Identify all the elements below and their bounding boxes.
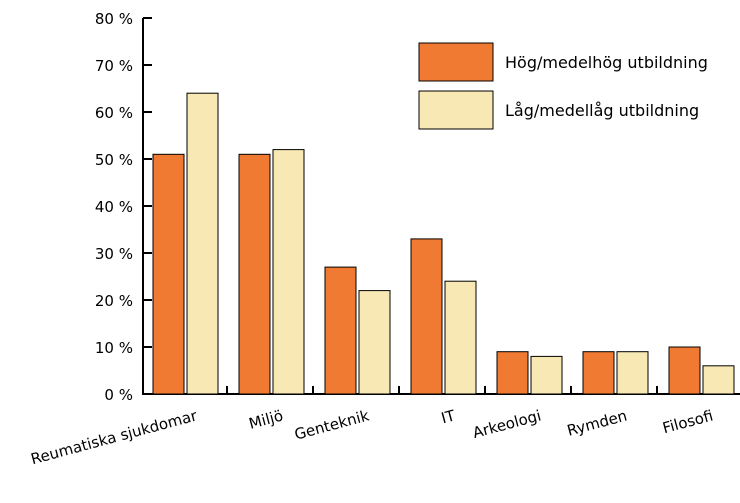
x-category-label: Genteknik — [292, 406, 371, 443]
bar-hog-1 — [238, 153, 271, 395]
x-axis-labels: Reumatiska sjukdomar Miljö Genteknik IT Arke… — [29, 386, 715, 468]
bar-lag-1 — [272, 149, 305, 395]
y-tick-label: 20 % — [95, 292, 133, 310]
legend-label: Hög/medelhög utbildning — [505, 53, 708, 72]
bar-hog-5 — [582, 351, 615, 395]
bar-lag-6 — [702, 365, 735, 395]
y-tick-label: 40 % — [95, 198, 133, 216]
y-axis-ticks: 0 % 10 % 20 % 30 % 40 % 50 % 60 % 70 % 80 % — [95, 10, 152, 404]
bar-lag-4 — [530, 355, 563, 395]
chart-legend: Hög/medelhög utbildning Låg/medellåg utbi… — [418, 42, 708, 130]
bar-lag-5 — [616, 351, 649, 395]
y-tick-label: 50 % — [95, 151, 133, 169]
legend-swatch — [418, 42, 494, 82]
chart-bars — [152, 92, 735, 395]
bar-lag-0 — [186, 92, 219, 395]
bar-hog-4 — [496, 351, 529, 395]
bar-lag-3 — [444, 280, 477, 395]
y-tick-label: 60 % — [95, 104, 133, 122]
y-tick-label: 0 % — [104, 386, 133, 404]
x-category-label: Reumatiska sjukdomar — [29, 406, 200, 468]
x-category-label: IT — [439, 406, 458, 427]
bar-hog-3 — [410, 238, 443, 395]
x-category-label: Miljö — [247, 406, 285, 432]
bar-hog-6 — [668, 346, 701, 395]
x-category-label: Filosofi — [661, 406, 715, 437]
y-tick-label: 70 % — [95, 57, 133, 75]
x-category-label: Arkeologi — [471, 406, 543, 442]
bar-hog-0 — [152, 153, 185, 395]
bar-hog-2 — [324, 266, 357, 395]
y-tick-label: 30 % — [95, 245, 133, 263]
x-category-label: Rymden — [565, 406, 629, 439]
y-tick-label: 80 % — [95, 10, 133, 28]
legend-swatch — [418, 90, 494, 130]
bar-lag-2 — [358, 290, 391, 395]
y-tick-label: 10 % — [95, 339, 133, 357]
legend-label: Låg/medellåg utbildning — [505, 101, 699, 120]
